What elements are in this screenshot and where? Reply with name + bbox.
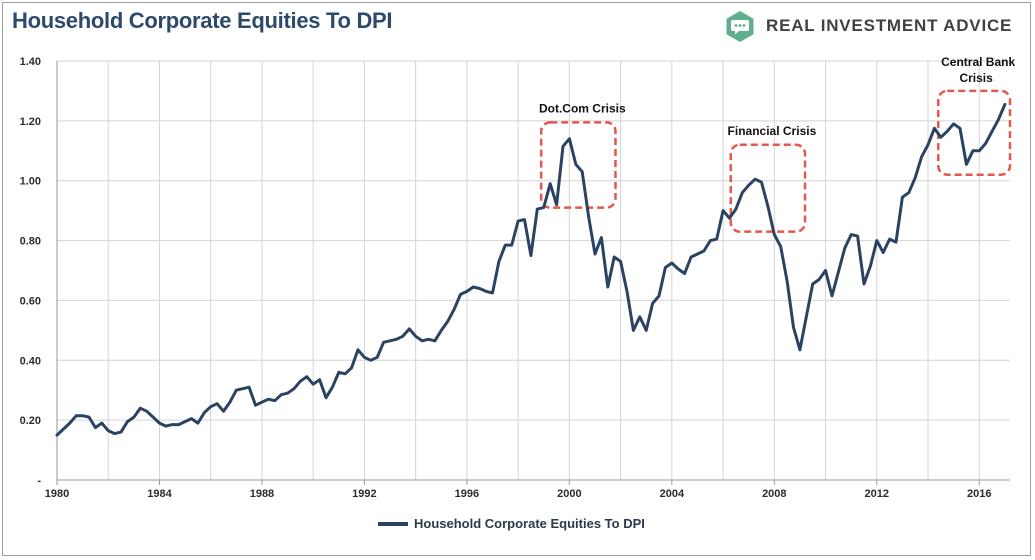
series-lines bbox=[55, 102, 1007, 437]
x-tick-label: 1980 bbox=[45, 488, 69, 500]
x-tick-label: 2016 bbox=[967, 488, 991, 500]
brand-name: REAL INVESTMENT ADVICE bbox=[766, 16, 1013, 35]
x-tick-label: 2012 bbox=[865, 488, 889, 500]
annotation-label: Financial Crisis bbox=[728, 124, 817, 138]
x-tick-label: 1988 bbox=[250, 488, 274, 500]
axes bbox=[56, 61, 1010, 485]
x-tick-label: 1996 bbox=[455, 488, 479, 500]
annotation-label: Dot.Com Crisis bbox=[539, 101, 626, 115]
annotation-box bbox=[937, 89, 1012, 176]
legend[interactable]: Household Corporate Equities To DPI bbox=[378, 516, 645, 531]
y-tick-label: 0.60 bbox=[20, 295, 41, 307]
y-tick-label: 1.00 bbox=[20, 176, 41, 188]
series-line bbox=[55, 102, 1007, 437]
annotation-label: Central Bank bbox=[941, 55, 1015, 69]
x-tick-label: 1984 bbox=[147, 488, 172, 500]
brand-chat-icon bbox=[724, 10, 756, 42]
annotation-labels: Dot.Com Crisis Financial Crisis Central Ba… bbox=[539, 55, 1015, 138]
x-tick-label: 2008 bbox=[762, 488, 786, 500]
x-tick-label: 2004 bbox=[660, 488, 685, 500]
annotation-box bbox=[729, 143, 807, 233]
chart-title: Household Corporate Equities To DPI bbox=[12, 8, 393, 33]
legend-label: Household Corporate Equities To DPI bbox=[414, 516, 645, 531]
y-tick-label: 0.40 bbox=[20, 355, 41, 367]
x-tick-label: 1992 bbox=[352, 488, 376, 500]
y-axis-tick-labels: - 0.20 0.40 0.60 0.80 1.00 1.20 1.40 bbox=[20, 56, 42, 487]
y-tick-label: 0.80 bbox=[20, 236, 41, 248]
y-tick-label: 0.20 bbox=[20, 415, 41, 427]
y-tick-label: - bbox=[37, 475, 41, 487]
legend-swatch bbox=[378, 521, 408, 526]
x-tick-label: 2000 bbox=[557, 488, 581, 500]
y-tick-label: 1.20 bbox=[20, 116, 41, 128]
annotation-box bbox=[539, 121, 617, 209]
annotation-label: Crisis bbox=[959, 71, 993, 85]
x-axis-tick-labels: 1980 1984 1988 1992 1996 2000 2004 2008 2012 2016 bbox=[45, 488, 992, 500]
brand-logo-group[interactable]: REAL INVESTMENT ADVICE bbox=[724, 9, 1012, 43]
y-tick-label: 1.40 bbox=[20, 56, 41, 68]
